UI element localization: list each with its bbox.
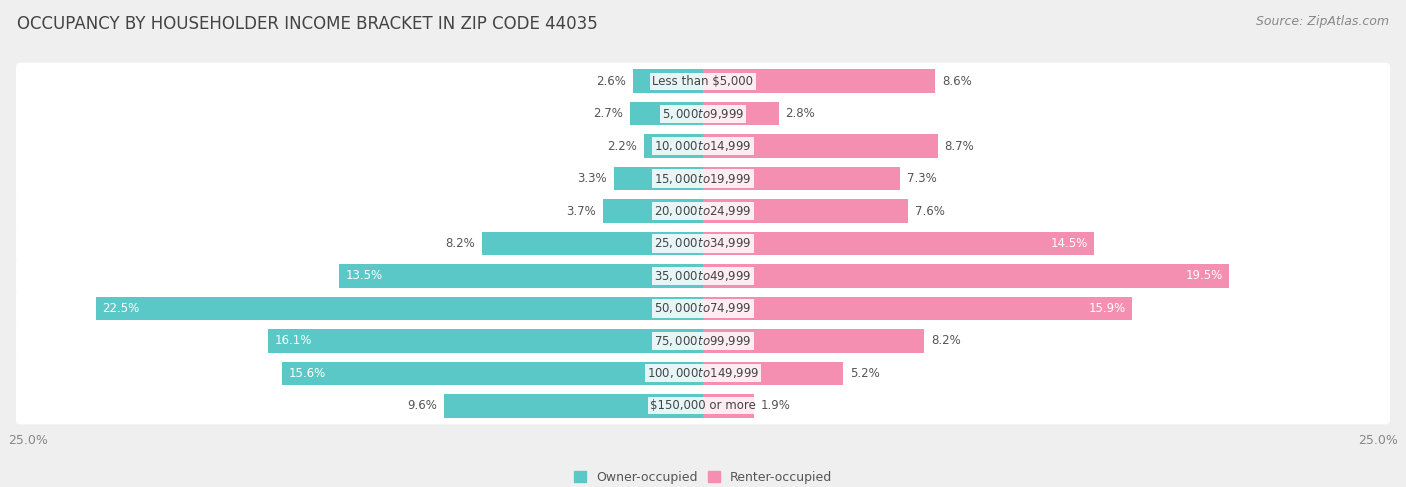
Text: 8.6%: 8.6% [942, 75, 972, 88]
Text: Source: ZipAtlas.com: Source: ZipAtlas.com [1256, 15, 1389, 28]
FancyBboxPatch shape [15, 63, 1391, 100]
Bar [644, 134, 703, 158]
FancyBboxPatch shape [15, 128, 1391, 165]
Text: 2.6%: 2.6% [596, 75, 626, 88]
Text: 8.2%: 8.2% [931, 335, 960, 347]
Text: 2.8%: 2.8% [786, 107, 815, 120]
Text: 2.2%: 2.2% [607, 140, 637, 152]
Text: $5,000 to $9,999: $5,000 to $9,999 [662, 107, 744, 121]
Bar [703, 264, 1229, 288]
FancyBboxPatch shape [15, 160, 1391, 197]
Text: 3.3%: 3.3% [578, 172, 607, 185]
Text: $25,000 to $34,999: $25,000 to $34,999 [654, 237, 752, 250]
Bar [703, 394, 754, 417]
FancyBboxPatch shape [15, 225, 1391, 262]
Bar [703, 232, 1094, 255]
Bar [630, 102, 703, 125]
Text: 19.5%: 19.5% [1185, 269, 1223, 282]
Text: Less than $5,000: Less than $5,000 [652, 75, 754, 88]
Text: 22.5%: 22.5% [103, 302, 139, 315]
Legend: Owner-occupied, Renter-occupied: Owner-occupied, Renter-occupied [568, 466, 838, 487]
FancyBboxPatch shape [15, 258, 1391, 295]
FancyBboxPatch shape [15, 192, 1391, 229]
Text: 15.9%: 15.9% [1088, 302, 1125, 315]
Bar [703, 199, 908, 223]
Text: 15.6%: 15.6% [288, 367, 326, 380]
Bar [269, 329, 703, 353]
Bar [339, 264, 703, 288]
Text: 3.7%: 3.7% [567, 205, 596, 218]
Bar [703, 167, 900, 190]
Bar [703, 102, 779, 125]
Bar [633, 70, 703, 93]
Text: $15,000 to $19,999: $15,000 to $19,999 [654, 171, 752, 186]
Bar [444, 394, 703, 417]
FancyBboxPatch shape [15, 387, 1391, 424]
Bar [703, 362, 844, 385]
Text: $150,000 or more: $150,000 or more [650, 399, 756, 412]
Bar [703, 297, 1132, 320]
Text: $75,000 to $99,999: $75,000 to $99,999 [654, 334, 752, 348]
FancyBboxPatch shape [15, 290, 1391, 327]
Text: OCCUPANCY BY HOUSEHOLDER INCOME BRACKET IN ZIP CODE 44035: OCCUPANCY BY HOUSEHOLDER INCOME BRACKET … [17, 15, 598, 33]
Bar [703, 70, 935, 93]
Text: 8.2%: 8.2% [446, 237, 475, 250]
FancyBboxPatch shape [15, 355, 1391, 392]
Text: $20,000 to $24,999: $20,000 to $24,999 [654, 204, 752, 218]
Text: 1.9%: 1.9% [761, 399, 792, 412]
Text: 7.6%: 7.6% [915, 205, 945, 218]
Text: 9.6%: 9.6% [408, 399, 437, 412]
Text: 2.7%: 2.7% [593, 107, 623, 120]
Text: $10,000 to $14,999: $10,000 to $14,999 [654, 139, 752, 153]
FancyBboxPatch shape [15, 322, 1391, 359]
Text: $50,000 to $74,999: $50,000 to $74,999 [654, 301, 752, 316]
Bar [703, 134, 938, 158]
Bar [96, 297, 703, 320]
FancyBboxPatch shape [15, 95, 1391, 132]
Text: 14.5%: 14.5% [1050, 237, 1088, 250]
Text: 13.5%: 13.5% [346, 269, 382, 282]
Bar [703, 329, 924, 353]
Bar [482, 232, 703, 255]
Text: 16.1%: 16.1% [276, 335, 312, 347]
Bar [603, 199, 703, 223]
Text: 5.2%: 5.2% [851, 367, 880, 380]
Text: 8.7%: 8.7% [945, 140, 974, 152]
Text: 7.3%: 7.3% [907, 172, 936, 185]
Text: $35,000 to $49,999: $35,000 to $49,999 [654, 269, 752, 283]
Text: $100,000 to $149,999: $100,000 to $149,999 [647, 366, 759, 380]
Bar [281, 362, 703, 385]
Bar [614, 167, 703, 190]
